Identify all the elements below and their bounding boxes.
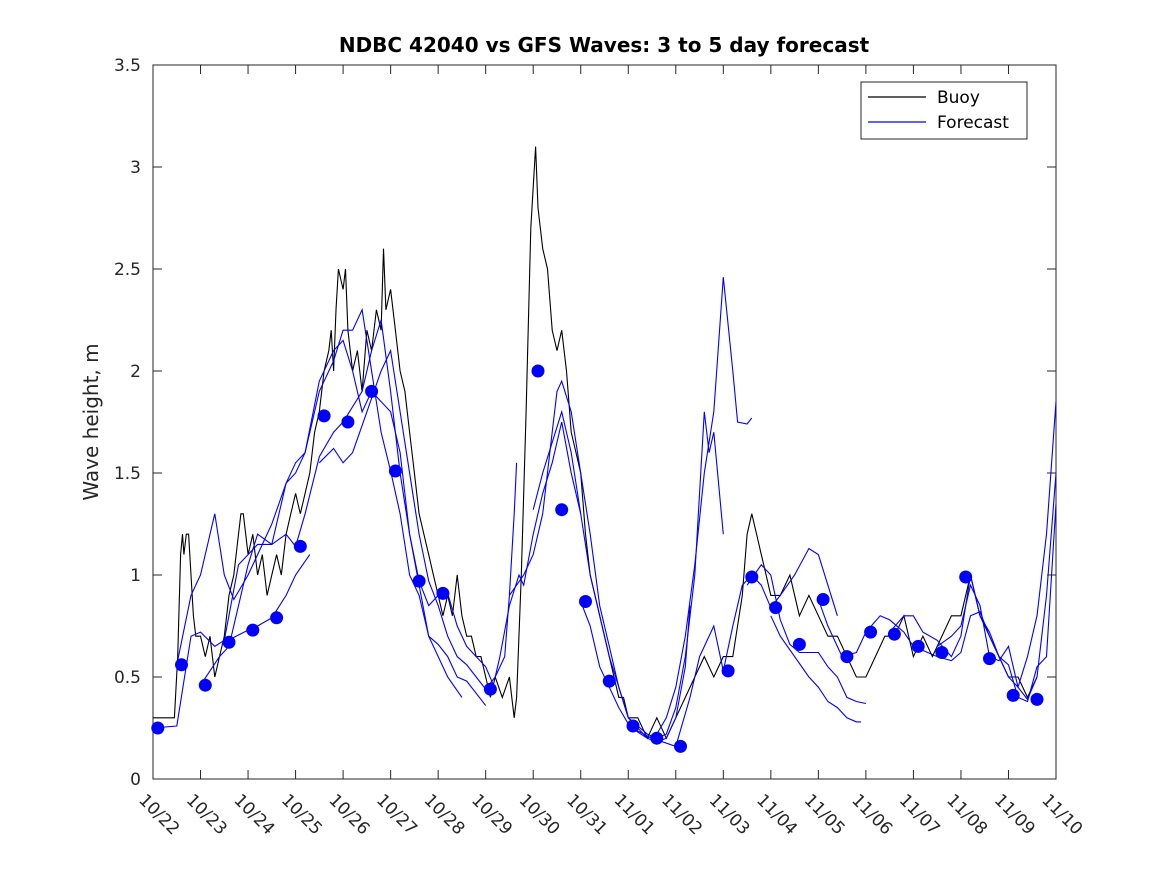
forecast-point-27 xyxy=(864,625,878,639)
forecast-point-28 xyxy=(887,627,901,641)
forecast-line-2 xyxy=(200,319,496,690)
forecast-point-2 xyxy=(198,678,212,692)
forecast-point-6 xyxy=(293,539,307,553)
forecast-point-0 xyxy=(151,721,165,735)
forecast-point-3 xyxy=(222,635,236,649)
forecast-point-9 xyxy=(365,384,379,398)
forecast-point-20 xyxy=(674,739,687,753)
forecast-line-1 xyxy=(176,307,487,706)
y-tick-label: 2.5 xyxy=(114,260,141,280)
y-tick-label: 3 xyxy=(130,158,141,178)
plot-area xyxy=(152,64,1057,780)
forecast-point-8 xyxy=(341,415,355,429)
legend: Buoy Forecast xyxy=(860,81,1028,140)
forecast-line-10 xyxy=(746,563,867,705)
forecast-line-12 xyxy=(817,503,1057,703)
forecast-point-29 xyxy=(911,639,925,653)
forecast-point-19 xyxy=(650,731,664,745)
forecast-point-15 xyxy=(555,503,569,517)
marker-layer xyxy=(151,364,1044,753)
forecast-point-17 xyxy=(602,674,616,688)
y-tick-label: 3.5 xyxy=(114,56,141,76)
forecast-point-18 xyxy=(626,719,640,733)
forecast-point-16 xyxy=(579,595,592,608)
y-tick-label: 2 xyxy=(130,362,141,382)
forecast-point-23 xyxy=(769,601,783,615)
legend-box xyxy=(860,81,1028,140)
legend-buoy-label: Buoy xyxy=(937,88,980,108)
forecast-line-11 xyxy=(770,615,862,723)
forecast-point-7 xyxy=(317,409,331,423)
forecast-point-25 xyxy=(816,593,830,606)
forecast-point-22 xyxy=(745,570,759,584)
legend-forecast-label: Forecast xyxy=(937,113,1009,133)
forecast-point-4 xyxy=(246,623,260,637)
forecast-point-11 xyxy=(412,574,426,588)
y-tick-label: 1.5 xyxy=(114,464,141,484)
y-tick-label: 0 xyxy=(130,770,141,790)
forecast-point-5 xyxy=(270,611,284,625)
forecast-point-33 xyxy=(1006,688,1020,702)
y-tick-label: 0.5 xyxy=(114,668,141,688)
y-tick-label: 1 xyxy=(130,566,141,586)
forecast-point-31 xyxy=(959,570,973,584)
forecast-line-14 xyxy=(936,472,1057,701)
forecast-point-14 xyxy=(531,364,545,378)
forecast-point-21 xyxy=(721,664,735,678)
forecast-point-32 xyxy=(983,652,996,666)
chart-title: NDBC 42040 vs GFS Waves: 3 to 5 day fore… xyxy=(339,33,870,57)
y-axis-label: Wave height, m xyxy=(79,343,103,500)
forecast-point-24 xyxy=(792,637,806,651)
forecast-line-13 xyxy=(889,401,1057,689)
forecast-point-34 xyxy=(1030,692,1044,706)
forecast-point-26 xyxy=(840,650,854,664)
forecast-point-12 xyxy=(436,586,450,600)
forecast-point-1 xyxy=(175,658,188,672)
forecast-point-10 xyxy=(388,464,402,478)
forecast-point-30 xyxy=(935,646,949,659)
buoy-series-line xyxy=(153,146,1038,740)
forecast-point-13 xyxy=(483,682,497,696)
forecast-line-8 xyxy=(580,277,753,739)
